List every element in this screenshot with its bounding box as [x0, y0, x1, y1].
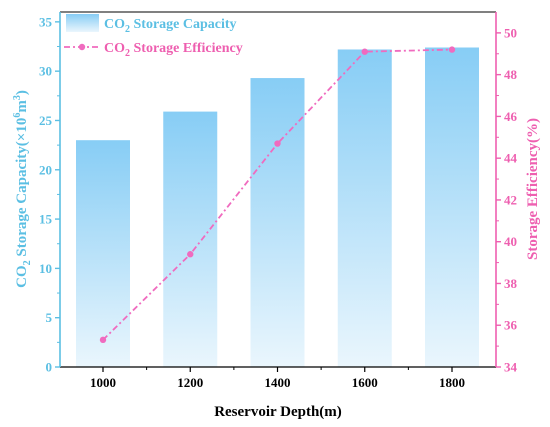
efficiency-point-1800	[448, 46, 456, 53]
bar-1000	[76, 140, 130, 367]
right-tick-label-34: 34	[504, 360, 518, 375]
left-tick-label-30: 30	[39, 64, 52, 79]
left-axis-title: CO2 Storage Capacity(×106m3)	[12, 90, 33, 288]
right-axis-ticks: 34 36 38 40 42 44 46 48 50	[496, 25, 518, 375]
bar-1800	[425, 47, 479, 367]
legend-swatch-efficiency-marker	[78, 43, 86, 51]
left-tick-label-10: 10	[39, 261, 52, 276]
right-axis-title: Storage Efficiency(%)	[525, 118, 541, 260]
efficiency-point-1200	[187, 251, 194, 258]
left-title-end: )	[14, 90, 30, 95]
right-tick-label-46: 46	[504, 109, 518, 124]
right-tick-label-36: 36	[504, 318, 518, 333]
x-tick-label-1600: 1600	[352, 375, 378, 390]
legend-label-efficiency: CO2 Storage Efficiency	[104, 41, 243, 59]
left-tick-label-15: 15	[39, 212, 53, 227]
left-axis-ticks: 0 5 10 15 20 25 30 35	[39, 14, 60, 375]
right-tick-label-44: 44	[504, 151, 518, 166]
right-tick-label-48: 48	[504, 67, 518, 82]
right-tick-label-42: 42	[504, 192, 517, 207]
left-tick-label-35: 35	[39, 14, 53, 29]
left-title-prefix: CO	[14, 265, 30, 288]
bar-1400	[250, 78, 305, 367]
x-axis-ticks: 1000 1200 1400 1600 1800	[90, 367, 465, 390]
bar-1200	[163, 111, 218, 367]
left-title-sup2: 3	[12, 95, 23, 100]
right-tick-label-40: 40	[504, 234, 517, 249]
left-title-sub: 2	[22, 260, 33, 265]
x-tick-label-1800: 1800	[439, 375, 465, 390]
efficiency-point-1600	[361, 48, 368, 55]
efficiency-point-1400	[274, 140, 281, 147]
bar-1600	[337, 49, 392, 367]
right-tick-label-50: 50	[504, 25, 517, 40]
x-tick-label-1400: 1400	[265, 375, 291, 390]
left-title-mid: Storage Capacity(×10	[14, 118, 30, 261]
left-tick-label-5: 5	[46, 310, 53, 325]
right-tick-label-38: 38	[504, 276, 518, 291]
efficiency-point-1000	[99, 336, 107, 344]
x-tick-label-1200: 1200	[177, 375, 203, 390]
left-title-m: m	[14, 100, 30, 113]
left-title-sup1: 6	[12, 113, 23, 118]
legend-label-capacity: CO2 Storage Capacity	[104, 17, 237, 35]
left-tick-label-20: 20	[39, 162, 52, 177]
left-tick-label-25: 25	[39, 113, 53, 128]
line-series-efficiency	[99, 46, 456, 344]
bar-series-capacity	[76, 47, 479, 367]
x-axis-title: Reservoir Depth(m)	[214, 404, 342, 420]
left-tick-label-0: 0	[46, 360, 53, 375]
legend-swatch-capacity	[66, 14, 99, 32]
legend: CO2 Storage Capacity CO2 Storage Efficie…	[64, 14, 243, 59]
x-tick-label-1000: 1000	[90, 375, 116, 390]
